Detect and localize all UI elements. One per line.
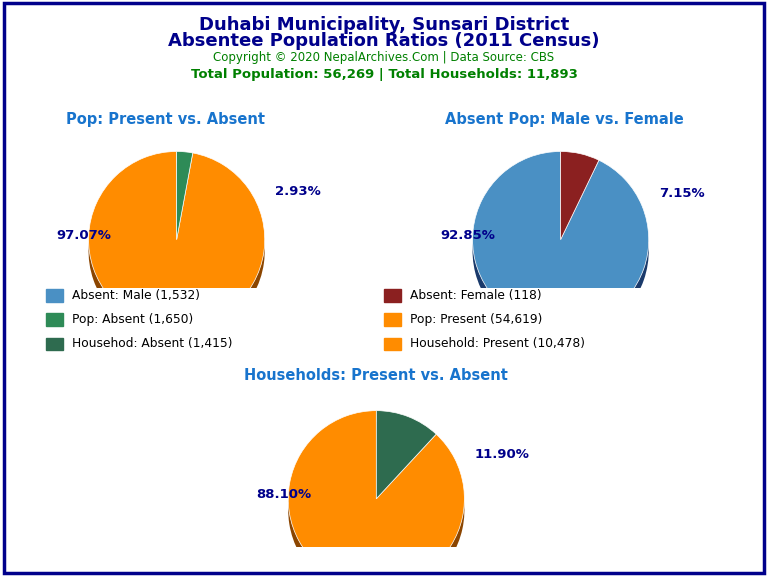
Wedge shape	[177, 151, 193, 240]
Text: Absent: Male (1,532): Absent: Male (1,532)	[72, 289, 200, 302]
Text: Households: Present vs. Absent: Households: Present vs. Absent	[244, 368, 508, 383]
Text: Absent Pop: Male vs. Female: Absent Pop: Male vs. Female	[445, 112, 684, 127]
Text: 2.93%: 2.93%	[275, 184, 321, 198]
Text: 92.85%: 92.85%	[441, 229, 495, 242]
Wedge shape	[88, 151, 265, 328]
Wedge shape	[472, 151, 649, 328]
Text: Absentee Population Ratios (2011 Census): Absentee Population Ratios (2011 Census)	[168, 32, 600, 50]
Text: Pop: Absent (1,650): Pop: Absent (1,650)	[72, 313, 194, 326]
Text: Copyright © 2020 NepalArchives.Com | Data Source: CBS: Copyright © 2020 NepalArchives.Com | Dat…	[214, 51, 554, 64]
Text: Total Population: 56,269 | Total Households: 11,893: Total Population: 56,269 | Total Househo…	[190, 68, 578, 81]
Wedge shape	[472, 163, 649, 339]
Text: Pop: Present vs. Absent: Pop: Present vs. Absent	[65, 112, 265, 127]
Wedge shape	[376, 411, 436, 499]
Wedge shape	[288, 422, 465, 576]
Wedge shape	[561, 151, 599, 240]
Text: 88.10%: 88.10%	[257, 488, 311, 501]
Text: 7.15%: 7.15%	[659, 187, 705, 200]
Wedge shape	[88, 163, 265, 339]
Text: Household: Present (10,478): Household: Present (10,478)	[410, 338, 585, 350]
Wedge shape	[177, 163, 193, 251]
Wedge shape	[376, 422, 436, 510]
Wedge shape	[288, 411, 465, 576]
Text: 11.90%: 11.90%	[475, 448, 530, 461]
Text: 97.07%: 97.07%	[57, 229, 111, 242]
Text: Absent: Female (118): Absent: Female (118)	[410, 289, 541, 302]
Wedge shape	[561, 163, 599, 251]
Text: Pop: Present (54,619): Pop: Present (54,619)	[410, 313, 542, 326]
Text: Duhabi Municipality, Sunsari District: Duhabi Municipality, Sunsari District	[199, 16, 569, 34]
Text: Househod: Absent (1,415): Househod: Absent (1,415)	[72, 338, 233, 350]
